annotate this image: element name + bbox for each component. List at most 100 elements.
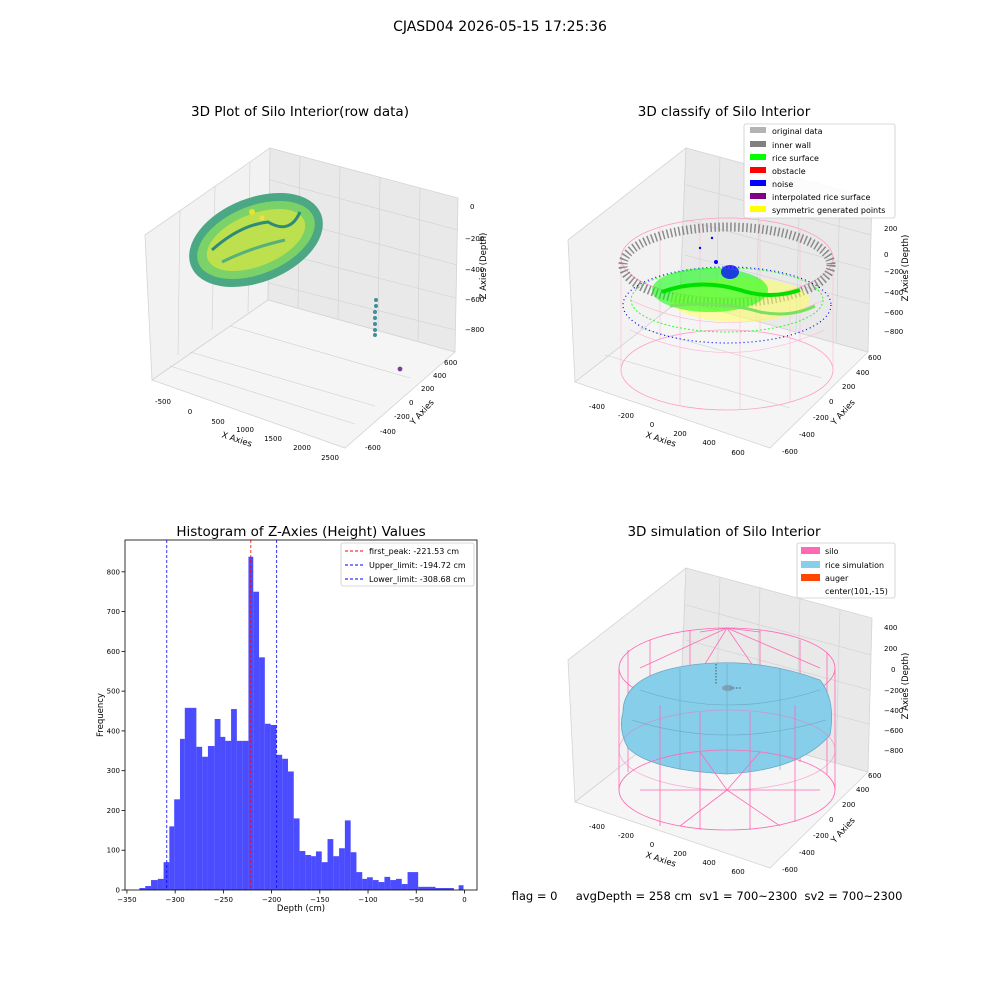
legend-swatch xyxy=(801,561,820,568)
y-tick-label: 0 xyxy=(409,399,413,407)
legend-swatch xyxy=(750,154,766,160)
z-tick-label: −800 xyxy=(465,326,484,334)
z-tick-label: 400 xyxy=(884,624,897,632)
legend-label: interpolated rice surface xyxy=(772,193,870,202)
x-tick-label: -400 xyxy=(589,403,605,411)
histogram-bar xyxy=(202,756,208,890)
histogram-bar xyxy=(418,886,436,890)
legend-label: symmetric generated points xyxy=(772,206,885,215)
histogram-legend: first_peak: -221.53 cm Upper_limit: -194… xyxy=(340,542,475,587)
y-tick-label: 800 xyxy=(107,568,120,576)
histogram-bar xyxy=(248,556,254,890)
legend-label: auger xyxy=(825,574,849,583)
histogram-bar xyxy=(305,855,312,890)
legend-label: silo xyxy=(825,547,839,556)
y-tick-label: 200 xyxy=(842,383,855,391)
histogram-bar xyxy=(157,878,164,890)
histogram-bar xyxy=(390,880,396,890)
y-tick-label: 0 xyxy=(829,398,833,406)
y-tick-label: 400 xyxy=(433,372,446,380)
panel-classify-legend: original data inner wall rice surface ob… xyxy=(743,123,896,219)
histogram-bar xyxy=(367,877,373,890)
legend-label: noise xyxy=(772,180,793,189)
y-tick-label: -200 xyxy=(394,413,410,421)
y-tick-label: 700 xyxy=(107,608,120,616)
legend-swatch xyxy=(750,206,766,212)
panel-classify-3d: 3D classify of Silo Interior xyxy=(567,104,911,457)
histogram-bar xyxy=(196,746,203,890)
x-tick-label: -200 xyxy=(618,412,634,420)
histogram-bar xyxy=(169,826,175,890)
histogram-bar xyxy=(315,851,322,890)
z-tick-label: −600 xyxy=(465,296,484,304)
histogram-bar xyxy=(253,591,260,890)
panel-classify-title: 3D classify of Silo Interior xyxy=(638,104,811,120)
z-tick-label: 0 xyxy=(470,203,474,211)
z-tick-label: −400 xyxy=(884,707,903,715)
panel-classify-yticks: -600 -400 -200 0 200 400 600 xyxy=(782,354,881,456)
histogram-ylabel: Frequency xyxy=(96,693,106,737)
y-tick-label: -600 xyxy=(365,444,381,452)
x-tick-label: −250 xyxy=(214,896,233,904)
histogram-bar xyxy=(327,839,334,890)
x-tick-label: 400 xyxy=(702,439,715,447)
panel-raw-zticks: 0 −200 −400 −600 −800 xyxy=(465,203,484,334)
histogram-bar xyxy=(362,878,368,890)
histogram-bar xyxy=(264,723,271,890)
y-tick-label: -200 xyxy=(813,414,829,422)
histogram-bar xyxy=(293,818,300,890)
x-tick-label: 600 xyxy=(731,449,744,457)
histogram-x-ticks: −350 −300 −250 −200 −150 −100 −50 0 xyxy=(117,890,467,904)
legend-entry: rice simulation xyxy=(801,561,884,570)
legend-label: original data xyxy=(772,127,823,136)
x-tick-label: −200 xyxy=(262,896,281,904)
histogram-bar xyxy=(220,736,226,890)
legend-swatch xyxy=(750,167,766,173)
x-tick-label: −300 xyxy=(166,896,185,904)
legend-swatch xyxy=(750,180,766,186)
histogram-bars xyxy=(139,556,464,890)
histogram-bar xyxy=(378,882,385,890)
y-tick-label: 400 xyxy=(856,369,869,377)
x-tick-label: 200 xyxy=(673,430,686,438)
y-tick-label: -400 xyxy=(799,849,815,857)
y-tick-label: -400 xyxy=(380,428,396,436)
figure-suptitle: CJASD04 2026-05-15 17:25:36 xyxy=(393,19,607,35)
panel-classify-surface xyxy=(652,236,816,322)
x-tick-label: −100 xyxy=(358,896,377,904)
histogram-bar xyxy=(311,856,316,890)
panel-simulation-rice-surface xyxy=(620,662,833,775)
legend-entry: interpolated rice surface xyxy=(750,193,870,202)
y-tick-label: -200 xyxy=(813,832,829,840)
legend-swatch xyxy=(801,574,820,581)
histogram-bar xyxy=(151,880,158,890)
panel-raw-xticks: -500 0 500 1000 1500 2000 2500 xyxy=(155,398,339,462)
histogram-bar xyxy=(401,884,408,890)
histogram-bar xyxy=(407,872,419,890)
y-tick-label: 400 xyxy=(856,786,869,794)
legend-label: first_peak: -221.53 cm xyxy=(369,547,459,556)
histogram-bar xyxy=(236,740,243,890)
legend-label: rice surface xyxy=(772,154,819,163)
panel-simulation-yticks: -600 -400 -200 0 200 400 600 xyxy=(782,772,881,874)
histogram-y-ticks: 0 100 200 300 400 500 600 700 800 xyxy=(107,568,125,895)
panel-simulation-title: 3D simulation of Silo Interior xyxy=(627,524,821,540)
legend-box xyxy=(743,123,896,219)
legend-swatch xyxy=(750,127,766,133)
histogram-bar xyxy=(339,848,345,890)
z-tick-label: −600 xyxy=(884,309,903,317)
panel-classify-xticks: -400 -200 0 200 400 600 xyxy=(589,403,745,457)
panel-histogram: Histogram of Z-Axies (Height) Values −35… xyxy=(96,524,478,914)
histogram-bar xyxy=(207,746,215,890)
panel-classify-zlabel: Z Axies (Depth) xyxy=(901,235,911,302)
x-tick-label: 2500 xyxy=(321,454,339,462)
histogram-reference-lines xyxy=(166,540,278,890)
legend-label: obstacle xyxy=(772,167,806,176)
panel-raw-3d: 3D Plot of Silo Interior(row data) xyxy=(144,104,489,462)
histogram-bar xyxy=(184,707,197,890)
legend-swatch xyxy=(750,193,766,199)
y-tick-label: -600 xyxy=(782,866,798,874)
x-tick-label: −50 xyxy=(409,896,424,904)
histogram-bar xyxy=(299,851,306,890)
